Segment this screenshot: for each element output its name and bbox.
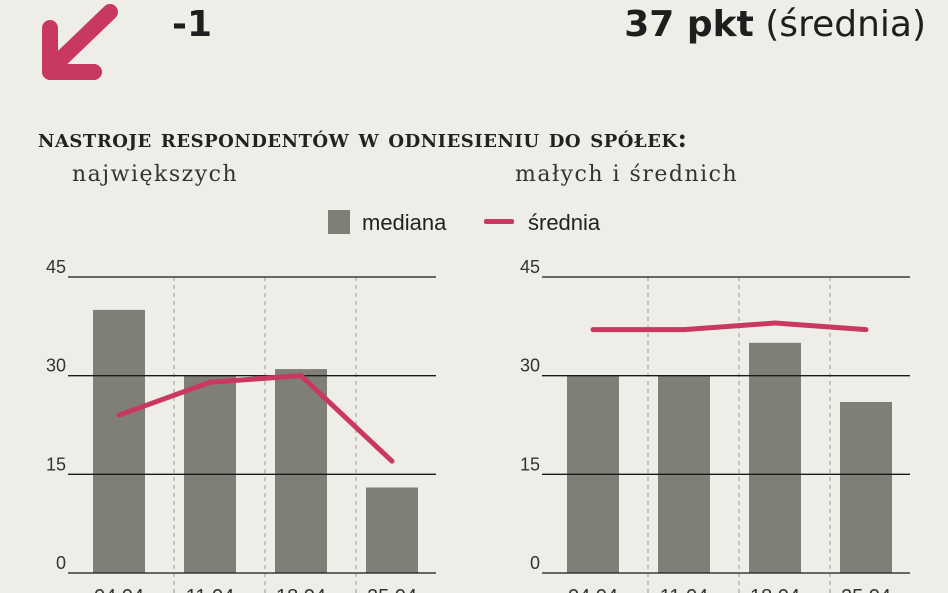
change-value: -1	[172, 4, 212, 45]
bar-median	[749, 342, 801, 573]
legend-mean-swatch	[484, 219, 514, 224]
subtitle-largest: największych	[72, 162, 239, 187]
down-left-arrow-icon	[42, 4, 118, 80]
x-tick-label: 25.04	[367, 586, 417, 593]
average-value: 37 pkt (średnia)	[624, 4, 926, 45]
legend-median-swatch	[328, 210, 350, 234]
x-tick-label: 18.04	[750, 586, 800, 593]
x-tick-label: 11.04	[660, 586, 709, 593]
x-tick-label: 11.04	[186, 586, 235, 593]
series-line-mean	[590, 320, 869, 333]
y-tick-label: 30	[520, 356, 540, 376]
x-tick-label: 25.04	[841, 586, 891, 593]
bar-median	[93, 309, 145, 573]
chart-main-title: Nastroje respondentów w odniesieniu do s…	[38, 124, 688, 153]
x-tick-label: 18.04	[276, 586, 326, 593]
y-tick-label: 15	[46, 454, 66, 474]
bar-median	[366, 487, 418, 573]
legend-mean-label: średnia	[528, 210, 601, 235]
subtitle-small-medium: małych i średnich	[515, 162, 739, 187]
average-points: 37 pkt	[624, 4, 754, 45]
x-tick-label: 04.04	[568, 586, 618, 593]
chart-small-medium: 0 15 30 45 04.04 11.04 18.04 25.04	[520, 260, 910, 593]
average-label: (średnia)	[765, 4, 926, 45]
y-tick-label: 45	[520, 260, 540, 277]
bar-median	[840, 401, 892, 573]
legend-median-label: mediana	[362, 210, 447, 235]
y-tick-label: 0	[56, 553, 66, 573]
bar-median	[275, 369, 327, 573]
y-tick-label: 30	[46, 356, 66, 376]
y-tick-label: 0	[530, 553, 540, 573]
chart-largest: 0 15 30 45 04.04 11.04 18.04 25.04	[46, 260, 436, 593]
series-line-mean	[116, 373, 395, 464]
y-tick-label: 15	[520, 454, 540, 474]
y-tick-label: 45	[46, 260, 66, 277]
x-tick-label: 04.04	[94, 586, 144, 593]
